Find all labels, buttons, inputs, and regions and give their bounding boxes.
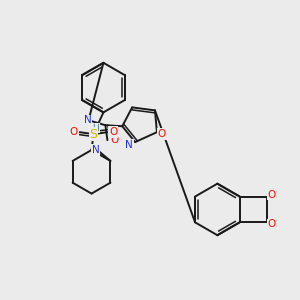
Text: N: N bbox=[84, 115, 92, 125]
Text: O: O bbox=[110, 135, 118, 145]
Text: O: O bbox=[267, 219, 275, 229]
Text: N: N bbox=[92, 145, 99, 155]
Text: O: O bbox=[109, 127, 118, 137]
Text: O: O bbox=[267, 190, 275, 200]
Text: O: O bbox=[158, 129, 166, 139]
Text: O: O bbox=[70, 127, 78, 137]
Text: S: S bbox=[89, 128, 98, 141]
Text: H: H bbox=[92, 124, 99, 133]
Text: N: N bbox=[125, 140, 133, 150]
